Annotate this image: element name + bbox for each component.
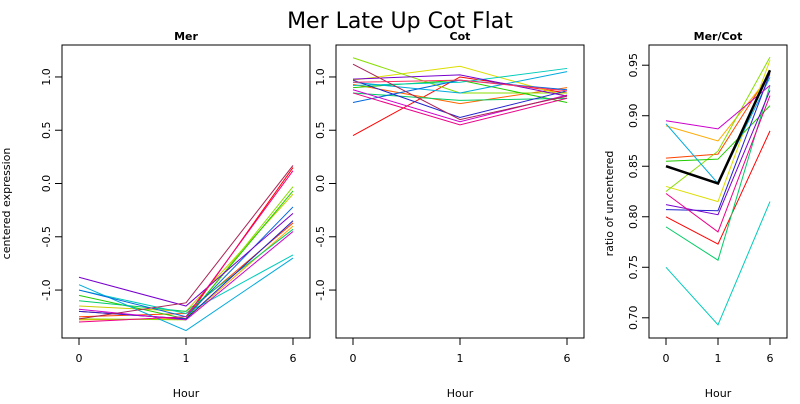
series-line xyxy=(352,67,568,86)
x-tick-label: 0 xyxy=(663,352,670,365)
series-line xyxy=(665,69,772,185)
y-tick-label: -1.0 xyxy=(314,279,327,300)
x-axis-label: Hour xyxy=(705,387,732,400)
series-line xyxy=(665,85,771,261)
series-line xyxy=(352,79,568,92)
y-tick-label: 0.5 xyxy=(314,121,327,139)
series-line xyxy=(665,130,771,245)
x-tick-label: 6 xyxy=(564,352,571,365)
series-line xyxy=(78,228,294,312)
series-line xyxy=(352,79,568,118)
chart-title: Mer Late Up Cot Flat xyxy=(287,9,513,34)
series-line xyxy=(665,74,771,142)
series-line xyxy=(352,71,568,94)
series-line xyxy=(78,170,294,323)
series-line xyxy=(78,193,294,312)
y-tick-label: 0.5 xyxy=(40,121,53,139)
panel-2: Mer/Cot 0.95 0.90 0.85 0.80 0.75 0.70 0 1 6 Hour ra… xyxy=(603,30,788,400)
series-line xyxy=(665,95,771,233)
panel-title: Mer/Cot xyxy=(694,30,743,43)
y-axis-label: centered expression xyxy=(0,148,13,260)
series-line xyxy=(665,90,771,216)
y-tick-label: 1.0 xyxy=(40,68,53,86)
x-tick-label: 1 xyxy=(715,352,722,365)
y-tick-label: 0.90 xyxy=(627,103,640,128)
x-axis-label: Hour xyxy=(447,387,474,400)
y-tick-label: -1.0 xyxy=(40,279,53,300)
panels: Mer 1.0 0.5 0.0 -0.5 -1.0 0 1 6 Hour centered expr… xyxy=(0,30,788,400)
y-tick-label: 1.0 xyxy=(314,68,327,86)
series-line xyxy=(78,190,294,320)
series-line xyxy=(78,257,294,332)
series-line xyxy=(352,89,568,123)
series-line xyxy=(352,63,568,121)
panel-1: Cot 1.0 0.5 0.0 -0.5 -1.0 0 1 6 Hour xyxy=(314,30,585,400)
y-tick-label: -0.5 xyxy=(314,226,327,247)
panel-title: Cot xyxy=(450,30,471,43)
series-line xyxy=(665,85,771,130)
series-line xyxy=(352,74,568,97)
x-axis-label: Hour xyxy=(173,387,200,400)
series-line xyxy=(665,201,771,326)
series-line xyxy=(665,73,771,212)
x-tick-label: 0 xyxy=(76,352,83,365)
x-tick-label: 0 xyxy=(350,352,357,365)
x-tick-label: 6 xyxy=(290,352,297,365)
y-tick-label: 0.0 xyxy=(40,175,53,193)
panel-0: Mer 1.0 0.5 0.0 -0.5 -1.0 0 1 6 Hour centered expr… xyxy=(0,30,311,400)
y-tick-label: 0.70 xyxy=(627,306,640,331)
y-tick-label: 0.85 xyxy=(627,154,640,179)
series-line xyxy=(352,92,568,126)
y-tick-label: 0.80 xyxy=(627,205,640,230)
y-tick-label: -0.5 xyxy=(40,226,53,247)
x-tick-label: 1 xyxy=(183,352,190,365)
y-tick-label: 0.0 xyxy=(314,175,327,193)
y-axis-label: ratio of uncentered xyxy=(603,151,616,257)
series-line xyxy=(665,56,771,192)
series-line xyxy=(665,105,771,162)
y-tick-label: 0.95 xyxy=(627,53,640,78)
series-line xyxy=(78,231,294,321)
y-tick-label: 0.75 xyxy=(627,255,640,280)
series-line xyxy=(78,212,294,307)
series-line xyxy=(78,167,294,320)
series-line xyxy=(78,206,294,318)
x-tick-label: 6 xyxy=(767,352,774,365)
x-tick-label: 1 xyxy=(457,352,464,365)
series-line xyxy=(78,165,294,320)
panel-title: Mer xyxy=(174,30,198,43)
series-line xyxy=(78,254,294,315)
